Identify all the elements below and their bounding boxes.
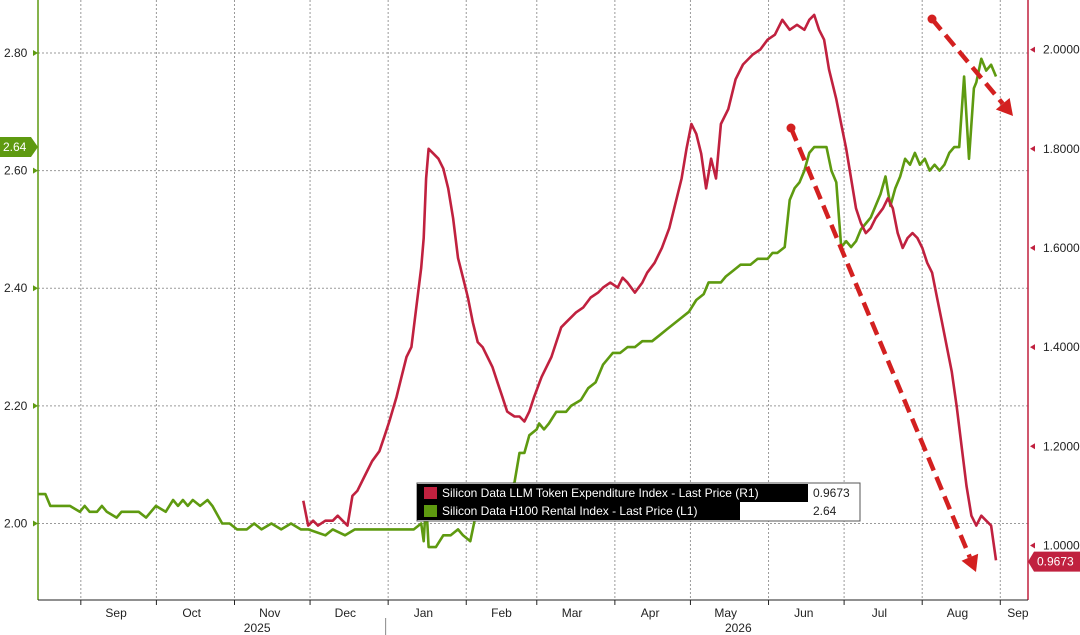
badge-right-last-value xyxy=(1028,551,1080,572)
y-right-tick-label: 1.0000 xyxy=(1043,538,1080,552)
legend-swatch-h100-rental xyxy=(424,505,437,517)
y-left-tick-arrow xyxy=(33,285,38,292)
y-right-tick-arrow xyxy=(1030,244,1035,251)
x-month-label: Sep xyxy=(1007,606,1029,620)
trend-arrow-llm-head xyxy=(961,553,979,572)
y-right-tick-arrow xyxy=(1030,344,1035,351)
x-month-label: Dec xyxy=(335,606,356,620)
axes: 2.80 2.60 2.40 2.20 2.00 2.0000 1.8000 1.6000 1.… xyxy=(4,0,1080,635)
y-left-tick-label: 2.00 xyxy=(4,517,28,531)
badge-left-last-value xyxy=(0,137,38,158)
y-right-tick-arrow xyxy=(1030,443,1035,450)
y-right-tick-label: 1.2000 xyxy=(1043,439,1080,453)
y-right-tick-arrow xyxy=(1030,46,1035,53)
y-right-tick-arrow xyxy=(1030,542,1035,549)
x-month-label: May xyxy=(714,606,737,620)
x-year-label: 2026 xyxy=(725,621,752,635)
legend-label-llm-token: Silicon Data LLM Token Expenditure Index… xyxy=(442,486,759,500)
x-month-label: Sep xyxy=(105,606,127,620)
legend-swatch-llm-token xyxy=(424,487,437,499)
y-left-tick-label: 2.60 xyxy=(4,164,28,178)
y-left-tick-arrow xyxy=(33,402,38,409)
y-left-tick-arrow xyxy=(33,167,38,174)
x-month-label: Apr xyxy=(641,606,660,620)
x-month-label: Feb xyxy=(491,606,512,620)
x-month-label: Jul xyxy=(872,606,887,620)
legend: Silicon Data LLM Token Expenditure Index… xyxy=(416,482,861,522)
y-left-tick-label: 2.80 xyxy=(4,46,28,60)
y-right-tick-arrow xyxy=(1030,145,1035,152)
x-month-label: Jun xyxy=(794,606,813,620)
y-left-tick-arrow xyxy=(33,49,38,56)
trend-arrows xyxy=(786,14,1013,572)
x-month-label: Jan xyxy=(414,606,433,620)
y-left-tick-label: 2.40 xyxy=(4,281,28,295)
series-line-llm-token xyxy=(302,13,998,561)
y-left-tick-label: 2.20 xyxy=(4,399,28,413)
y-right-tick-label: 1.8000 xyxy=(1043,142,1080,156)
trend-arrow-h100-head xyxy=(995,97,1013,116)
x-month-label: Aug xyxy=(947,606,968,620)
x-month-label: Oct xyxy=(182,606,201,620)
x-month-label: Nov xyxy=(259,606,280,620)
last-value-badges: 2.64 0.9673 xyxy=(0,137,1080,572)
legend-label-bg xyxy=(417,484,808,502)
y-right-tick-label: 1.4000 xyxy=(1043,340,1080,354)
series-layer xyxy=(38,13,998,561)
x-year-label: 2025 xyxy=(244,621,271,635)
y-left-tick-arrow xyxy=(33,520,38,527)
trend-arrow-llm-shaft xyxy=(788,127,972,559)
legend-label-bg xyxy=(417,502,740,520)
legend-value-h100-rental: 2.64 xyxy=(813,504,837,518)
y-right-tick-label: 2.0000 xyxy=(1043,43,1080,57)
series-line-h100-rental xyxy=(38,57,998,549)
badge-left-last-value-text: 2.64 xyxy=(3,140,27,154)
legend-label-h100-rental: Silicon Data H100 Rental Index - Last Pr… xyxy=(442,504,697,518)
x-month-label: Mar xyxy=(562,606,583,620)
legend-value-llm-token: 0.9673 xyxy=(813,486,850,500)
trend-arrow-h100-shaft xyxy=(930,17,1005,106)
y-right-tick-label: 1.6000 xyxy=(1043,241,1080,255)
badge-right-last-value-text: 0.9673 xyxy=(1037,555,1074,569)
